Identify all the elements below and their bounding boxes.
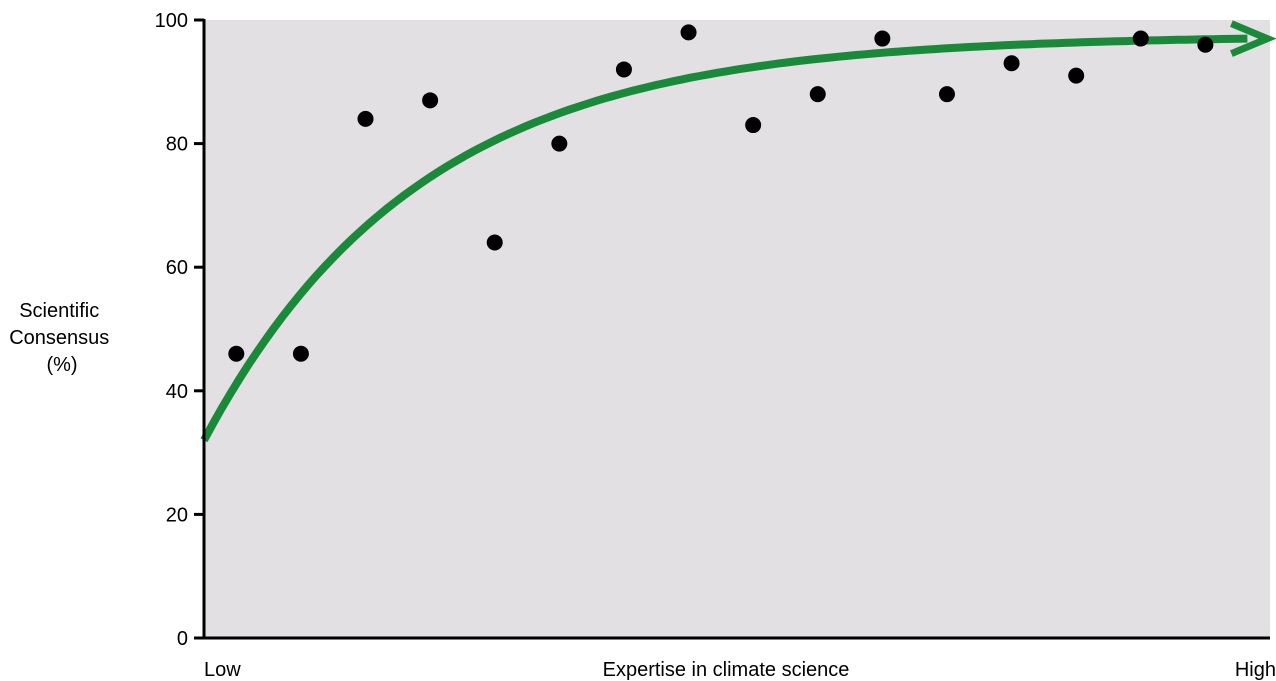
x-axis-label: Expertise in climate science — [603, 659, 850, 681]
data-point — [1068, 67, 1085, 84]
trend-line — [200, 34, 1248, 443]
trend-layer — [200, 20, 1276, 443]
data-point — [1197, 36, 1214, 53]
data-point — [551, 135, 568, 152]
data-point — [615, 61, 632, 78]
data-point — [228, 345, 245, 362]
y-axis-label-line-2: Consensus — [9, 327, 109, 349]
y-tick-label: 60 — [166, 257, 188, 279]
trend-arrow-head — [1230, 20, 1276, 57]
y-axis-label-line-3: (%) — [46, 354, 77, 376]
data-point — [292, 345, 309, 362]
data-point — [874, 30, 891, 47]
data-point — [486, 234, 503, 251]
y-tick-label: 20 — [166, 504, 188, 526]
data-point — [809, 86, 826, 103]
y-tick-label: 80 — [166, 134, 188, 156]
points-layer — [228, 24, 1214, 362]
plot-background — [204, 20, 1270, 638]
y-axis-label-line-1: Scientific — [19, 300, 99, 322]
data-point — [1003, 55, 1020, 72]
data-point — [357, 110, 374, 127]
data-point — [1132, 30, 1149, 47]
y-tick-label: 0 — [177, 628, 188, 650]
y-tick-label: 100 — [155, 10, 188, 32]
x-axis-high-label: High — [1235, 659, 1276, 681]
data-point — [745, 117, 762, 134]
y-ticks: 0 20 40 60 80 100 — [155, 10, 204, 650]
x-axis-low-label: Low — [204, 659, 241, 681]
y-tick-label: 40 — [166, 381, 188, 403]
data-point — [938, 86, 955, 103]
y-axis-label: Scientific Consensus (%) — [9, 300, 115, 376]
data-point — [680, 24, 697, 41]
data-point — [422, 92, 439, 109]
axes-layer — [202, 19, 1270, 640]
